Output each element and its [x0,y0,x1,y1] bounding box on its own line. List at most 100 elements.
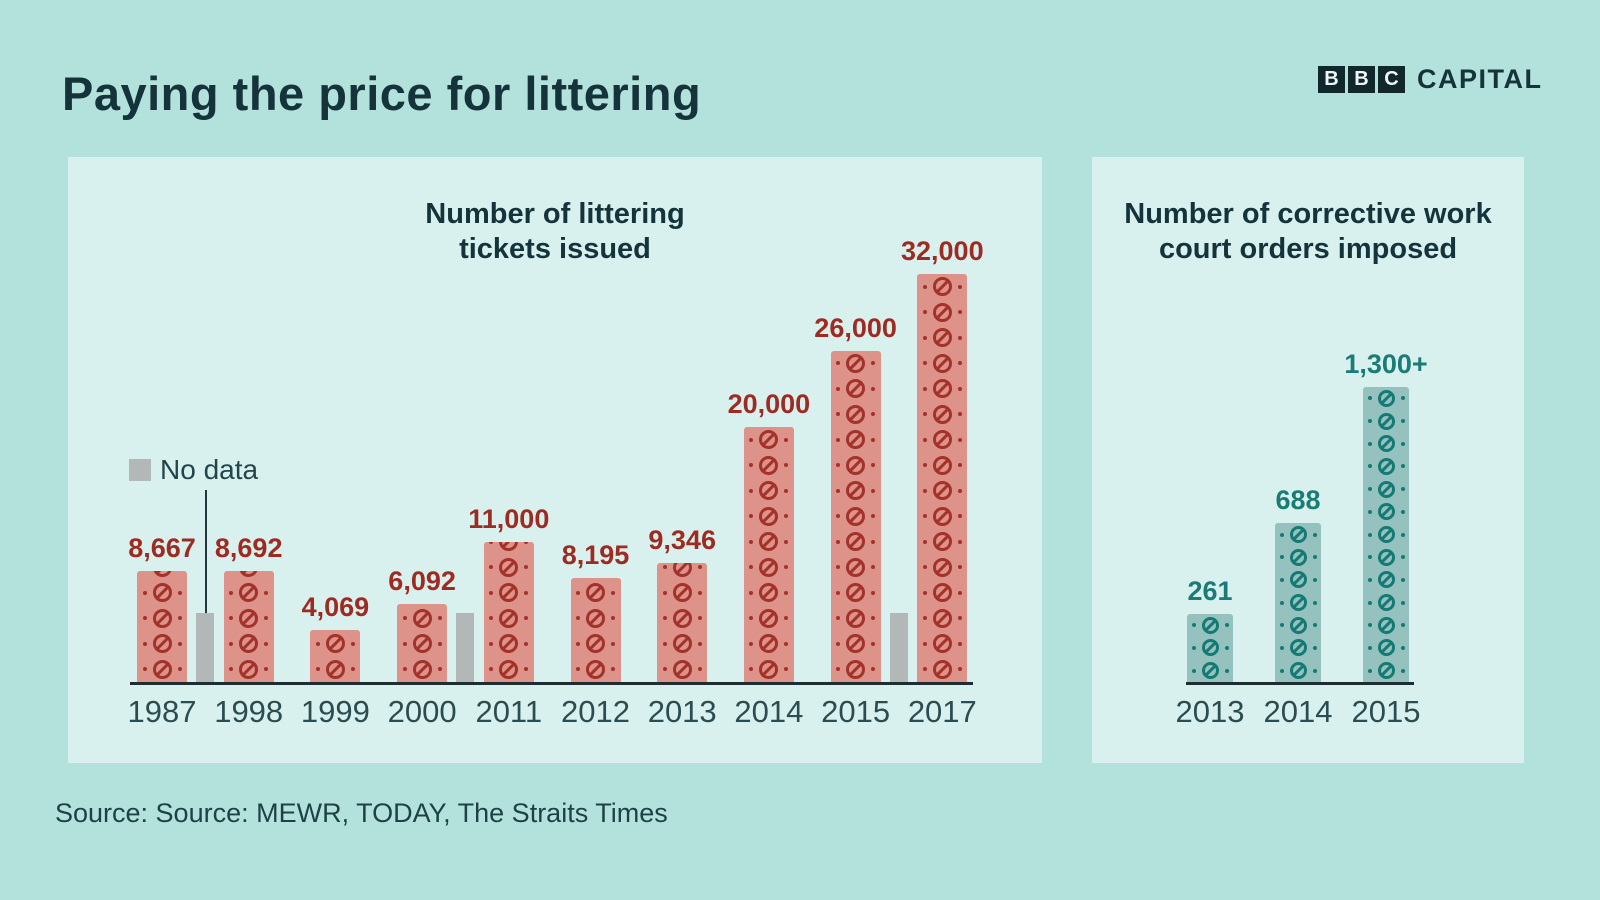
ticket [917,274,968,300]
ticket-dot [489,641,494,646]
no-entry-icon [846,481,866,501]
year-label: 2015 [1351,694,1421,729]
ticket-dot [1367,532,1372,537]
ticket-dot [1367,577,1372,582]
ticket-dot [697,641,702,646]
ticket-bar-2017 [917,274,968,682]
no-entry-icon [672,583,692,603]
ticket [830,376,881,402]
year-label: 2014 [1263,694,1333,729]
ticket-dot [576,590,580,595]
no-entry-icon [1377,526,1395,544]
ticket-dot [871,437,876,442]
bar-value-label: 8,692 [214,533,283,564]
ticket [1187,659,1233,682]
ticket-dot [871,386,876,391]
bar-value-label: 688 [1275,485,1321,516]
ticket-dot [1400,577,1405,582]
ticket [1275,659,1321,682]
ticket [1275,523,1321,546]
ticket-dot [1400,668,1405,673]
ticket-dot [922,667,927,672]
no-entry-icon [932,634,952,654]
ticket-dot [1224,623,1229,628]
ticket [223,630,274,657]
no-entry-icon [932,506,952,526]
ticket-dot [489,616,494,621]
ticket [917,478,968,504]
ticket [397,605,448,631]
x-axis [130,682,973,685]
ticket-dot [1367,464,1372,469]
no-entry-icon [932,583,952,603]
no-entry-icon [932,277,952,297]
ticket [1363,523,1409,546]
bar-value-label: 4,069 [301,592,370,623]
ticket [917,325,968,351]
ticket [223,571,274,580]
bar-value-label: 8,195 [561,539,630,570]
ticket [657,630,708,657]
no-entry-icon [932,328,952,348]
ticket [310,656,361,682]
no-entry-icon [759,430,779,450]
no-data-bar [196,613,215,682]
no-entry-icon [586,659,605,679]
ticket-dot [871,488,876,493]
ticket [310,630,361,631]
ticket-dot [957,284,962,289]
ticket-dot [784,590,789,595]
ticket [917,299,968,325]
no-entry-icon [846,353,866,373]
year-label: 2013 [1175,694,1245,729]
ticket [1187,636,1233,660]
ticket-dot [1224,668,1229,673]
ticket [483,656,534,682]
bbc-block-b2: B [1348,66,1375,93]
ticket [137,656,187,682]
no-entry-icon [672,634,692,654]
ticket-dot [871,539,876,544]
ticket-dot [957,437,962,442]
ticket-dot [142,667,147,672]
no-data-bar [889,613,908,682]
ticket-dot [871,514,876,519]
ticket [223,605,274,631]
no-entry-icon [1289,639,1307,657]
ticket-dot [871,616,876,621]
ticket-dot [836,641,841,646]
no-entry-icon [412,634,432,654]
ticket [397,630,448,657]
ticket-dot [957,590,962,595]
ticket-dot [784,488,789,493]
no-entry-icon [759,506,779,526]
ticket-dot [957,386,962,391]
ticket-dot [264,641,269,646]
ticket-dot [871,463,876,468]
no-entry-icon [499,634,519,654]
ticket [743,554,794,580]
ticket-dot [229,590,234,595]
ticket-dot [957,463,962,468]
ticket-dot [1400,441,1405,446]
ticket-dot [957,310,962,315]
year-label: 2011 [475,694,543,729]
ticket [483,580,534,606]
ticket-bar-1998 [223,571,274,682]
no-entry-icon [846,404,866,424]
no-entry-icon [239,571,259,577]
no-entry-icon [759,583,779,603]
no-entry-icon [932,302,952,322]
ticket [657,579,708,606]
chart-title-line-2: tickets issued [459,233,651,265]
ticket [657,605,708,631]
ticket-dot [836,565,841,570]
ticket-dot [1400,555,1405,560]
ticket [830,503,881,529]
ticket-bar-2015 [1363,387,1409,682]
ticket-dot [350,667,355,672]
no-entry-icon [672,659,692,679]
ticket [483,631,534,657]
court-orders-chart-title: Number of corrective work court orders i… [1092,197,1524,267]
no-entry-icon [846,532,866,552]
